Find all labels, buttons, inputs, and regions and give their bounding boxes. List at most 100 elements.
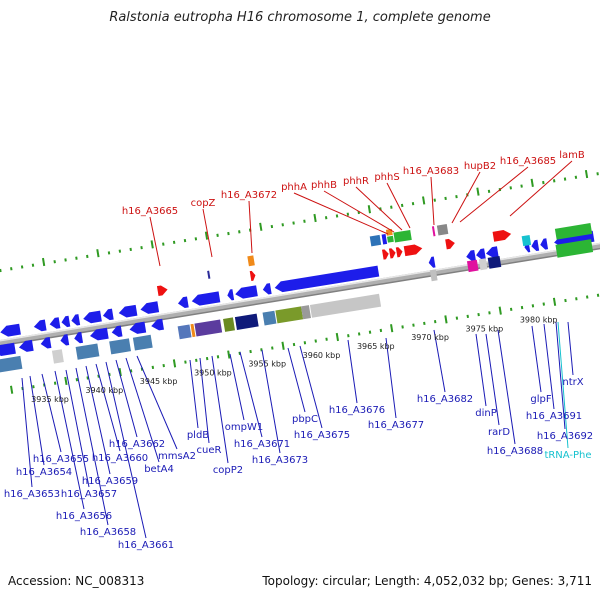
gene-label[interactable]: h16_A3659 [82, 476, 138, 487]
gene-label[interactable]: phhR [343, 176, 369, 187]
reverse-gene[interactable] [0, 342, 16, 357]
gene-label[interactable]: copZ [191, 198, 216, 209]
gene-box[interactable] [554, 223, 593, 240]
reverse-gene[interactable] [18, 339, 34, 353]
gene-label[interactable]: h16_A3675 [294, 430, 350, 441]
gene-label[interactable]: h16_A3665 [122, 206, 178, 217]
gene-label[interactable]: phhB [311, 180, 337, 191]
gene-box[interactable] [109, 338, 131, 355]
reverse-gene[interactable] [102, 308, 114, 321]
gene-label[interactable]: h16_A3673 [252, 455, 308, 466]
gene-label[interactable]: h16_A3662 [109, 439, 165, 450]
forward-gene[interactable] [403, 243, 423, 257]
gene-box[interactable] [177, 324, 192, 340]
gene-label[interactable]: ntrX [562, 377, 583, 388]
reverse-gene[interactable] [428, 256, 436, 269]
reverse-gene[interactable] [33, 319, 47, 333]
reverse-gene[interactable] [82, 310, 102, 325]
gene-label[interactable]: h16_A3661 [118, 540, 174, 551]
reverse-gene[interactable] [73, 331, 84, 344]
gene-label[interactable]: pldB [187, 430, 209, 441]
gene-label[interactable]: h16_A3692 [537, 431, 593, 442]
gene-box[interactable] [309, 293, 382, 318]
gene-label[interactable]: h16_A3660 [92, 453, 148, 464]
gene-label[interactable]: betA4 [144, 464, 174, 475]
gene-box[interactable] [223, 317, 235, 332]
gene-box[interactable] [436, 224, 449, 236]
gene-box[interactable] [466, 259, 479, 273]
gene-label[interactable]: h16_A3658 [80, 527, 136, 538]
gene-box[interactable] [386, 235, 394, 243]
gene-label[interactable]: h16_A3653 [4, 489, 60, 500]
gene-label[interactable]: h16_A3655 [33, 454, 89, 465]
gene-label[interactable]: h16_A3672 [221, 190, 277, 201]
reverse-gene[interactable] [485, 246, 499, 259]
reverse-gene[interactable] [539, 238, 549, 250]
gene-label[interactable]: h16_A3671 [234, 439, 290, 450]
reverse-gene[interactable] [177, 296, 189, 309]
forward-gene[interactable] [445, 238, 455, 250]
gene-box[interactable] [262, 310, 277, 326]
gene-label[interactable]: glpF [530, 394, 551, 405]
gene-label[interactable]: lamB [559, 150, 585, 161]
reverse-gene[interactable] [475, 248, 486, 260]
gene-label[interactable]: copP2 [213, 465, 243, 476]
gene-box[interactable] [247, 255, 255, 267]
reverse-gene[interactable] [150, 318, 164, 332]
gene-box[interactable] [51, 349, 64, 364]
reverse-gene[interactable] [129, 321, 147, 335]
gene-label[interactable]: h16_A3654 [16, 467, 72, 478]
reverse-gene[interactable] [70, 314, 81, 326]
gene-box[interactable] [369, 234, 382, 247]
gene-box[interactable] [478, 258, 488, 271]
gene-box[interactable] [385, 228, 393, 236]
gene-box[interactable] [555, 239, 594, 258]
gene-label[interactable]: h16_A3676 [329, 405, 385, 416]
gene-label[interactable]: h16_A3683 [403, 166, 459, 177]
gene-label[interactable]: h16_A3688 [487, 446, 543, 457]
gene-label[interactable]: h16_A3682 [417, 394, 473, 405]
gene-label[interactable]: mmsA2 [158, 451, 196, 462]
gene-box[interactable] [207, 270, 211, 279]
gene-label[interactable]: h16_A3691 [526, 411, 582, 422]
gene-label[interactable]: cueR [197, 445, 222, 456]
gene-box[interactable] [431, 226, 436, 237]
gene-box[interactable] [194, 319, 223, 337]
gene-box[interactable] [429, 269, 438, 282]
gene-features[interactable] [0, 197, 600, 374]
gene-label[interactable]: phhS [374, 172, 399, 183]
gene-box[interactable] [190, 323, 196, 338]
reverse-gene[interactable] [0, 323, 21, 338]
reverse-gene[interactable] [118, 304, 138, 319]
reverse-gene[interactable] [191, 291, 221, 306]
reverse-gene[interactable] [226, 289, 235, 301]
reverse-gene[interactable] [61, 315, 71, 328]
forward-gene[interactable] [382, 249, 390, 260]
forward-gene[interactable] [492, 229, 512, 242]
reverse-gene[interactable] [274, 265, 380, 294]
gene-box[interactable] [234, 313, 259, 330]
gene-box[interactable] [132, 334, 153, 351]
reverse-gene[interactable] [262, 283, 272, 295]
gene-box[interactable] [487, 256, 502, 269]
gene-label[interactable]: h16_A3657 [61, 489, 117, 500]
reverse-gene[interactable] [60, 334, 70, 346]
reverse-gene[interactable] [111, 325, 123, 337]
gene-box[interactable] [521, 234, 532, 247]
gene-label[interactable]: tRNA-Phe [544, 450, 591, 461]
gene-label[interactable]: h16_A3685 [500, 156, 556, 167]
gene-box[interactable] [275, 306, 304, 324]
forward-gene[interactable] [249, 270, 257, 282]
forward-gene[interactable] [395, 247, 404, 258]
reverse-gene[interactable] [234, 285, 258, 299]
reverse-gene[interactable] [140, 301, 160, 315]
gene-box[interactable] [393, 229, 412, 243]
gene-labels[interactable]: h16_A3665 copZ h16_A3672 phhA phhB phhR phhS h1… [4, 150, 593, 551]
reverse-gene[interactable] [89, 327, 109, 342]
gene-box[interactable] [0, 355, 23, 374]
reverse-gene[interactable] [465, 249, 476, 262]
forward-gene[interactable] [156, 285, 168, 297]
gene-label[interactable]: pbpC [292, 414, 318, 425]
reverse-gene[interactable] [530, 239, 540, 252]
